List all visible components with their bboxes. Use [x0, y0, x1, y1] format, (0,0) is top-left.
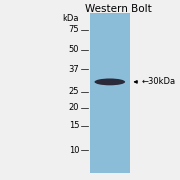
Text: 37: 37 [68, 65, 79, 74]
Text: 15: 15 [69, 122, 79, 130]
Text: Western Bolt: Western Bolt [86, 4, 152, 15]
Text: ←30kDa: ←30kDa [141, 77, 176, 86]
Text: 25: 25 [69, 87, 79, 96]
Ellipse shape [94, 78, 125, 85]
Text: kDa: kDa [63, 14, 79, 23]
Text: 75: 75 [69, 25, 79, 34]
Text: 10: 10 [69, 146, 79, 155]
Text: 50: 50 [69, 45, 79, 54]
Bar [90, 13, 130, 173]
Text: 20: 20 [69, 103, 79, 112]
